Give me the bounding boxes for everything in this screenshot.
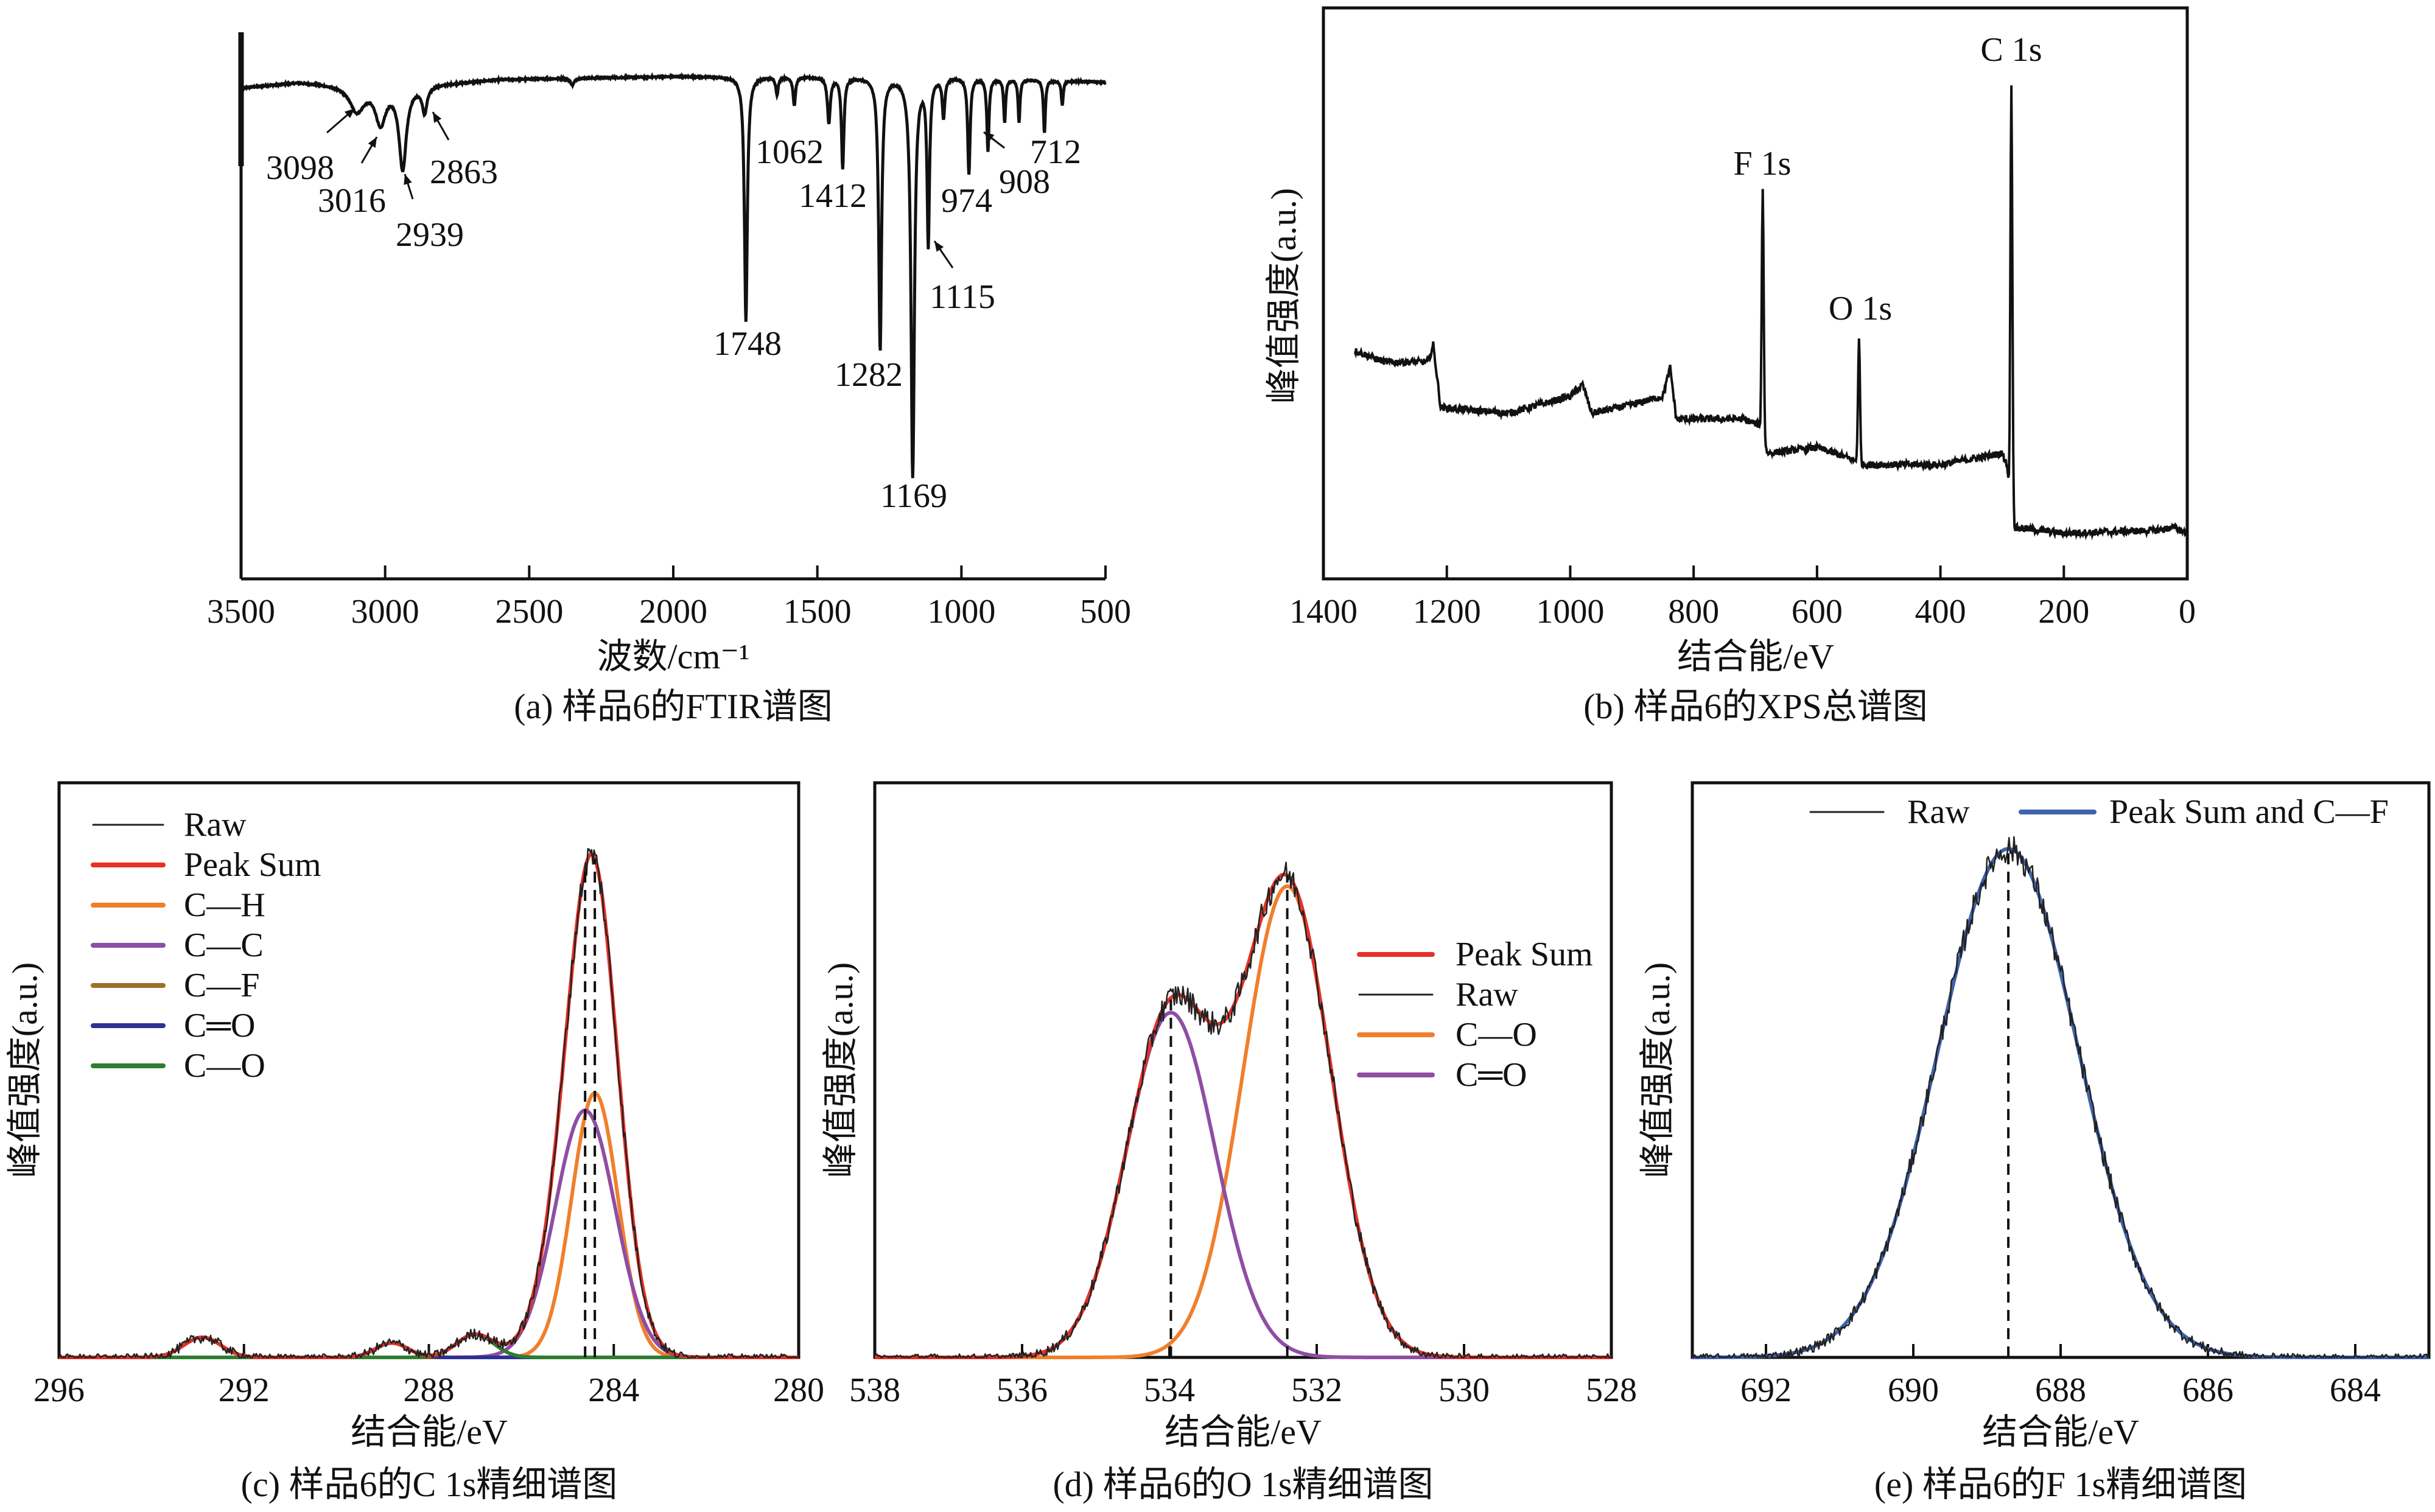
- x-tick-label: 688: [2035, 1371, 2086, 1409]
- caption-a: (a) 样品6的FTIR谱图: [514, 687, 833, 726]
- peak-label-3098: 3098: [266, 149, 334, 187]
- legend-label: Peak Sum and C—F: [2109, 793, 2389, 831]
- xlabel-c: 结合能/eV: [351, 1412, 508, 1452]
- x-tick-label: 0: [2179, 593, 2196, 631]
- peak-label-1412: 1412: [799, 177, 867, 215]
- x-tick-label: 2000: [639, 593, 707, 631]
- x-tick-label: 1000: [1536, 593, 1604, 631]
- xlabel-b: 结合能/eV: [1677, 637, 1834, 676]
- plot-frame: [1322, 6, 2189, 581]
- x-tick-label: 1400: [1289, 593, 1358, 631]
- peak-label-2939: 2939: [396, 216, 464, 254]
- x-tick-label: 3500: [207, 593, 275, 631]
- arrow-head: [984, 132, 995, 142]
- x-tick-label: 528: [1586, 1371, 1637, 1409]
- ylabel-c: 峰值强度(a.u.): [5, 962, 44, 1178]
- arrow-head: [344, 108, 355, 119]
- legend-label: Peak Sum: [184, 846, 321, 884]
- x-tick-label: 1200: [1413, 593, 1481, 631]
- peak-label-f1s: F 1s: [1734, 145, 1792, 183]
- series-line-peaksum: [58, 852, 799, 1359]
- x-tick-label: 530: [1438, 1371, 1490, 1409]
- x-tick-label: 2500: [495, 593, 563, 631]
- chart-e-f1s: 692 690 688 686 684 Raw Peak Sum and C—F: [1690, 781, 2431, 1409]
- arrow-head: [433, 112, 442, 123]
- peak-label-2863: 2863: [430, 153, 498, 191]
- caption-b: (b) 样品6的XPS总谱图: [1583, 687, 1928, 726]
- x-tick-label: 536: [997, 1371, 1048, 1409]
- x-tick-label: 500: [1080, 593, 1131, 631]
- x-tick-label: 600: [1792, 593, 1843, 631]
- legend-label: C═O: [184, 1007, 255, 1045]
- caption-d: (d) 样品6的O 1s精细谱图: [1053, 1465, 1433, 1504]
- x-tick-label: 200: [2038, 593, 2089, 631]
- x-tick-label: 292: [219, 1371, 270, 1409]
- xlabel-a: 波数/cm⁻¹: [597, 637, 750, 676]
- x-tick-label: 692: [1740, 1371, 1792, 1409]
- xps-survey-line: [1353, 85, 2188, 541]
- legend-label: Raw: [1456, 976, 1518, 1013]
- x-tick-label: 538: [849, 1371, 900, 1409]
- peak-label-712: 712: [1030, 133, 1081, 171]
- series-line-raw: [874, 861, 1612, 1359]
- series-line-raw: [58, 848, 799, 1359]
- x-tick-label: 288: [404, 1371, 455, 1409]
- x-tick-label: 800: [1668, 593, 1719, 631]
- xlabel-e: 结合能/eV: [1982, 1412, 2139, 1452]
- peak-label-c1s: C 1s: [1980, 31, 2042, 69]
- arrow-head: [404, 174, 412, 185]
- x-tick-label: 532: [1291, 1371, 1342, 1409]
- legend-label: C—O: [184, 1047, 265, 1085]
- x-tick-label: 690: [1888, 1371, 1939, 1409]
- legend-label: C—O: [1456, 1016, 1537, 1054]
- peak-label-908: 908: [999, 163, 1050, 201]
- x-tick-label: 400: [1915, 593, 1966, 631]
- legend-label: C—C: [184, 926, 264, 964]
- plot-frame: [1690, 781, 2431, 1359]
- series-line-ch: [58, 1091, 799, 1359]
- peak-label-1282: 1282: [835, 356, 903, 394]
- xlabel-d: 结合能/eV: [1165, 1412, 1322, 1452]
- x-tick-label: 3000: [351, 593, 419, 631]
- legend-label: C═O: [1456, 1056, 1527, 1094]
- legend-label: Raw: [184, 806, 247, 844]
- x-tick-label: 1500: [783, 593, 852, 631]
- x-tick-label: 284: [588, 1371, 639, 1409]
- legend-label: Raw: [1907, 793, 1970, 831]
- x-tick-label: 534: [1144, 1371, 1195, 1409]
- arrow-head: [934, 241, 944, 252]
- peak-label-1115: 1115: [930, 278, 995, 316]
- peak-label-3016: 3016: [318, 182, 386, 220]
- legend-label: Peak Sum: [1456, 936, 1593, 973]
- plot-frame: [57, 781, 801, 1359]
- legend-label: C—F: [184, 967, 260, 1004]
- x-tick-label: 280: [773, 1371, 824, 1409]
- peak-label-o1s: O 1s: [1829, 290, 1892, 327]
- caption-c: (c) 样品6的C 1s精细谱图: [241, 1465, 618, 1504]
- x-tick-label: 686: [2182, 1371, 2234, 1409]
- peak-label-974: 974: [941, 182, 992, 220]
- peak-label-1169: 1169: [880, 477, 947, 515]
- peak-label-1062: 1062: [755, 133, 824, 171]
- caption-e: (e) 样品6的F 1s精细谱图: [1874, 1465, 2247, 1504]
- series-line-peaksumandcf: [1692, 847, 2430, 1359]
- x-tick-label: 1000: [927, 593, 995, 631]
- ylabel-d: 峰值强度(a.u.): [821, 962, 860, 1178]
- peak-label-1748: 1748: [713, 325, 782, 363]
- plot-frame: [873, 781, 1613, 1359]
- legend-label: C—H: [184, 886, 265, 924]
- chart-b-xps-survey: 1400 1200 1000 800 600 400 200 0 C 1s F 1s O 1s: [1289, 6, 2196, 631]
- x-tick-label: 296: [33, 1371, 85, 1409]
- series-line-raw: [1691, 836, 2430, 1359]
- ylabel-b: 峰值强度(a.u.): [1264, 188, 1303, 404]
- series-line-cc: [58, 1108, 799, 1359]
- x-tick-label: 684: [2330, 1371, 2381, 1409]
- arrow-head: [368, 137, 377, 148]
- ylabel-e: 峰值强度(a.u.): [1638, 962, 1677, 1178]
- ftir-spectrum-line: [240, 72, 1107, 478]
